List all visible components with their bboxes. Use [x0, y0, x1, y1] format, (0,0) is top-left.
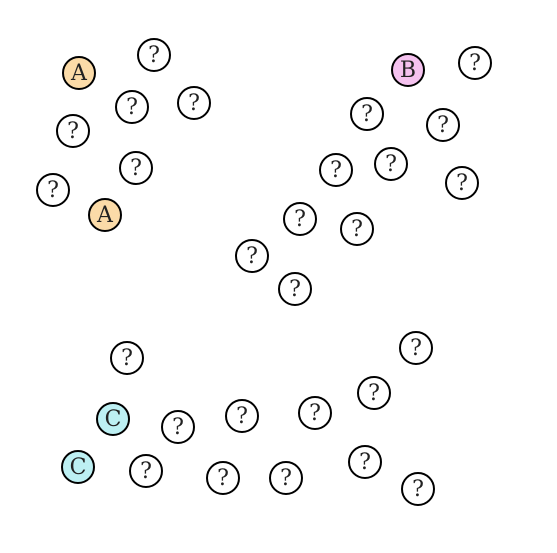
card-hidden[interactable]: ?: [348, 445, 382, 479]
card-label: B: [399, 58, 417, 83]
card-label: ?: [246, 244, 258, 269]
card-hidden[interactable]: ?: [177, 86, 211, 120]
card-label: ?: [469, 51, 481, 76]
card-label: ?: [126, 95, 138, 120]
card-hidden[interactable]: ?: [36, 173, 70, 207]
card-hidden[interactable]: ?: [269, 461, 303, 495]
card-label: ?: [412, 477, 424, 502]
card-revealed-c[interactable]: C: [61, 450, 95, 484]
card-label: ?: [437, 113, 449, 138]
card-label: ?: [368, 381, 380, 406]
card-label: ?: [385, 152, 397, 177]
card-revealed-a[interactable]: A: [88, 198, 122, 232]
card-hidden[interactable]: ?: [426, 108, 460, 142]
card-label: ?: [361, 102, 373, 127]
card-label: A: [97, 203, 113, 228]
card-label: ?: [148, 43, 160, 68]
card-label: C: [104, 407, 122, 432]
card-label: ?: [188, 91, 200, 116]
card-hidden[interactable]: ?: [137, 38, 171, 72]
card-label: ?: [289, 277, 301, 302]
card-label: ?: [359, 450, 371, 475]
card-label: ?: [294, 207, 306, 232]
card-hidden[interactable]: ?: [161, 410, 195, 444]
card-label: ?: [67, 119, 79, 144]
card-hidden[interactable]: ?: [401, 472, 435, 506]
card-label: ?: [121, 346, 133, 371]
card-revealed-b[interactable]: B: [391, 53, 425, 87]
card-label: ?: [236, 404, 248, 429]
card-label: ?: [351, 217, 363, 242]
card-hidden[interactable]: ?: [298, 396, 332, 430]
card-hidden[interactable]: ?: [278, 272, 312, 306]
card-hidden[interactable]: ?: [129, 454, 163, 488]
card-hidden[interactable]: ?: [319, 153, 353, 187]
card-label: ?: [140, 459, 152, 484]
card-hidden[interactable]: ?: [119, 151, 153, 185]
card-label: C: [69, 455, 87, 480]
card-hidden[interactable]: ?: [399, 331, 433, 365]
card-label: ?: [280, 466, 292, 491]
card-revealed-a[interactable]: A: [62, 56, 96, 90]
card-hidden[interactable]: ?: [357, 376, 391, 410]
card-hidden[interactable]: ?: [206, 461, 240, 495]
card-label: ?: [309, 401, 321, 426]
card-label: ?: [172, 415, 184, 440]
card-hidden[interactable]: ?: [56, 114, 90, 148]
card-revealed-c[interactable]: C: [96, 402, 130, 436]
card-hidden[interactable]: ?: [340, 212, 374, 246]
card-label: ?: [456, 171, 468, 196]
card-hidden[interactable]: ?: [350, 97, 384, 131]
card-hidden[interactable]: ?: [458, 46, 492, 80]
card-hidden[interactable]: ?: [110, 341, 144, 375]
card-hidden[interactable]: ?: [235, 239, 269, 273]
card-label: ?: [47, 178, 59, 203]
card-label: ?: [217, 466, 229, 491]
card-label: ?: [330, 158, 342, 183]
card-hidden[interactable]: ?: [445, 166, 479, 200]
card-hidden[interactable]: ?: [283, 202, 317, 236]
card-hidden[interactable]: ?: [115, 90, 149, 124]
card-label: ?: [410, 336, 422, 361]
card-label: ?: [130, 156, 142, 181]
card-hidden[interactable]: ?: [225, 399, 259, 433]
card-hidden[interactable]: ?: [374, 147, 408, 181]
card-label: A: [71, 61, 87, 86]
